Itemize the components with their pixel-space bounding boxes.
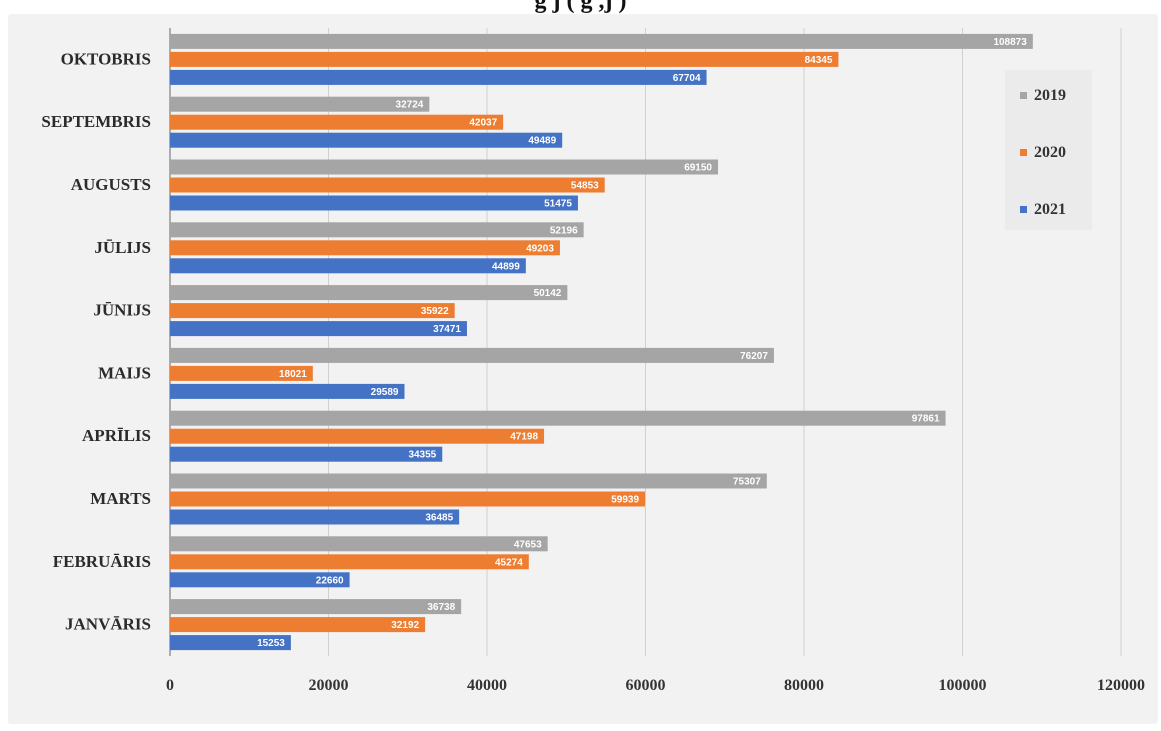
data-label: 44899 — [492, 261, 520, 272]
category-label: MARTS — [90, 489, 151, 508]
bar-2019 — [170, 347, 774, 363]
data-label: 37471 — [433, 324, 461, 335]
data-label: 42037 — [469, 118, 497, 129]
data-label: 32192 — [391, 620, 419, 631]
bar-2019 — [170, 410, 946, 426]
x-tick-label: 20000 — [309, 677, 349, 694]
data-label: 50142 — [534, 288, 562, 299]
data-label: 49203 — [526, 243, 554, 254]
bar-2020 — [170, 491, 646, 507]
bar-2021 — [170, 383, 405, 399]
bar-2021 — [170, 321, 467, 337]
bar-2020 — [170, 617, 426, 633]
bar-2019 — [170, 473, 767, 489]
legend-swatch — [1020, 149, 1027, 156]
data-label: 67704 — [673, 73, 701, 84]
bar-2021 — [170, 509, 460, 525]
bar-2021 — [170, 132, 563, 148]
data-label: 32724 — [396, 100, 424, 111]
bar-2020 — [170, 240, 560, 256]
category-label: JŪNIJS — [93, 301, 151, 320]
x-tick-label: 40000 — [467, 677, 507, 694]
data-label: 47198 — [510, 432, 538, 443]
legend-label: 2019 — [1034, 87, 1066, 104]
data-label: 54853 — [571, 181, 599, 192]
data-label: 36738 — [427, 602, 455, 613]
bar-2021 — [170, 258, 526, 274]
data-label: 108873 — [993, 37, 1027, 48]
category-label: OKTOBRIS — [61, 49, 151, 68]
data-label: 29589 — [371, 387, 399, 398]
data-label: 18021 — [279, 369, 307, 380]
bar-2020 — [170, 554, 529, 570]
data-label: 84345 — [805, 55, 833, 66]
bar-2019 — [170, 599, 462, 615]
data-label: 97861 — [912, 414, 940, 425]
data-label: 22660 — [316, 575, 344, 586]
data-label: 36485 — [425, 513, 453, 524]
category-label: SEPTEMBRIS — [41, 112, 151, 131]
x-tick-label: 80000 — [784, 677, 824, 694]
bar-2019 — [170, 285, 568, 301]
bar-2020 — [170, 303, 455, 319]
data-label: 59939 — [611, 495, 639, 506]
data-label: 35922 — [421, 306, 449, 317]
category-label: AUGUSTS — [71, 175, 151, 194]
legend-swatch — [1020, 92, 1027, 99]
x-tick-label: 100000 — [939, 677, 987, 694]
category-label: MAIJS — [98, 363, 151, 382]
x-tick-label: 60000 — [626, 677, 666, 694]
bar-2020 — [170, 114, 504, 130]
data-label: 51475 — [544, 199, 572, 210]
legend-label: 2021 — [1034, 201, 1066, 218]
bar-2019 — [170, 536, 548, 552]
bar-2021 — [170, 69, 707, 85]
data-label: 52196 — [550, 225, 578, 236]
data-label: 69150 — [684, 163, 712, 174]
chart-title-fragment: g j ( g ,j ) — [534, 0, 627, 14]
category-label: JANVĀRIS — [65, 615, 151, 634]
bar-2019 — [170, 33, 1033, 49]
data-label: 47653 — [514, 539, 542, 550]
data-label: 75307 — [733, 477, 761, 488]
legend-label: 2020 — [1034, 144, 1066, 161]
bar-2019 — [170, 96, 430, 112]
category-label: JŪLIJS — [94, 238, 151, 257]
data-label: 15253 — [257, 638, 285, 649]
data-label: 34355 — [408, 450, 436, 461]
bar-2021 — [170, 572, 350, 588]
bar-2020 — [170, 428, 545, 444]
x-tick-label: 120000 — [1097, 677, 1145, 694]
bar-2021 — [170, 635, 291, 651]
bar-2020 — [170, 177, 605, 193]
bar-2019 — [170, 159, 719, 175]
x-tick-label: 0 — [166, 677, 174, 694]
bar-2019 — [170, 222, 584, 238]
bar-2020 — [170, 51, 839, 67]
bar-2021 — [170, 446, 443, 462]
data-label: 45274 — [495, 557, 523, 568]
legend-box — [1005, 70, 1092, 230]
legend-swatch — [1020, 206, 1027, 213]
bar-2020 — [170, 365, 313, 381]
category-label: APRĪLIS — [82, 426, 151, 445]
bar-2021 — [170, 195, 578, 211]
data-label: 49489 — [528, 136, 556, 147]
data-label: 76207 — [740, 351, 768, 362]
category-label: FEBRUĀRIS — [53, 552, 151, 571]
